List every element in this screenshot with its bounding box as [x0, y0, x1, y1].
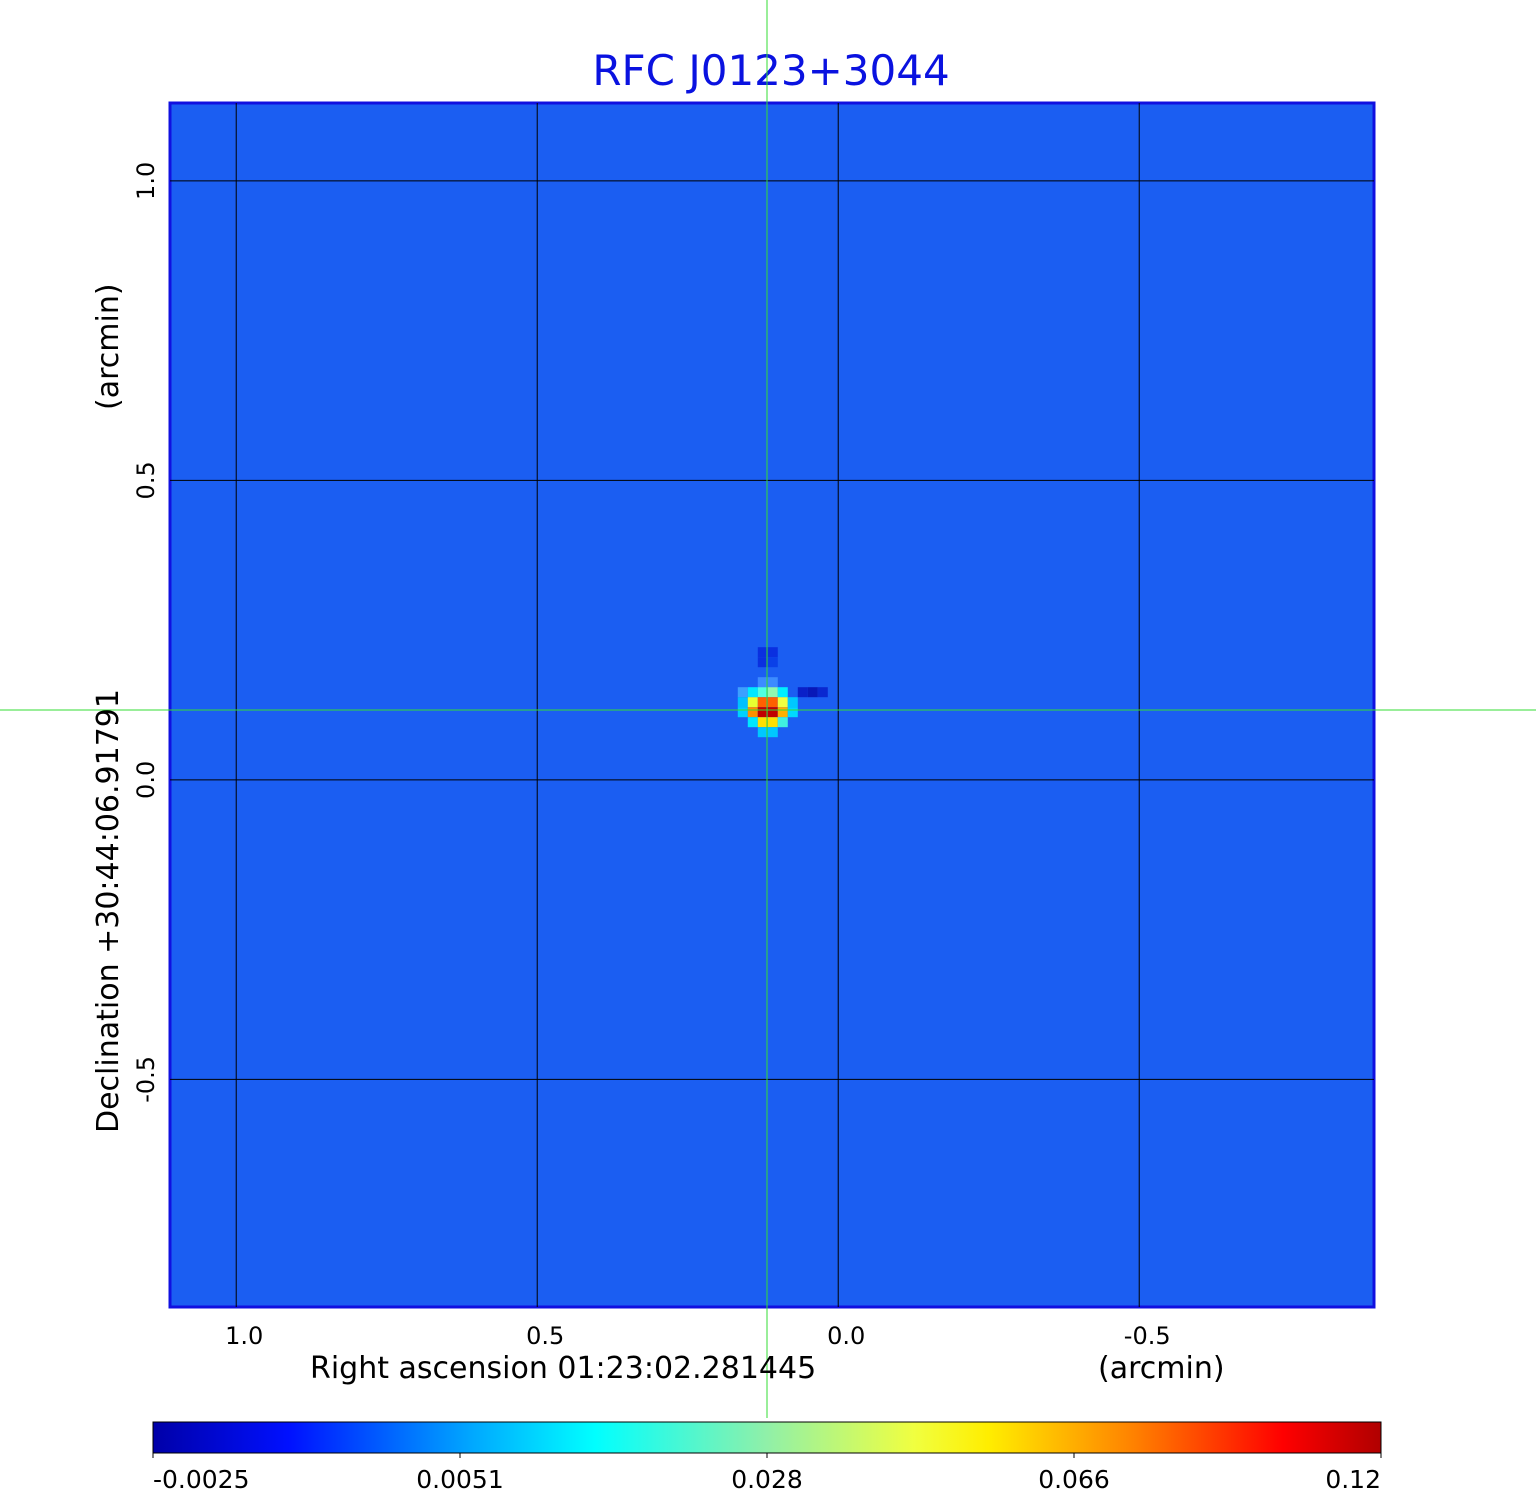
source-pixel — [737, 707, 748, 718]
colorbar-tick-label: -0.0025 — [153, 1465, 250, 1494]
source-pixel — [747, 687, 758, 698]
source-pixel — [747, 697, 758, 708]
source-pixel — [767, 657, 778, 668]
x-tick-label: 0.5 — [526, 1322, 564, 1350]
source-pixel — [767, 727, 778, 738]
y-tick-label: 0.0 — [132, 761, 160, 799]
source-pixel — [757, 687, 768, 698]
y-axis-label: Declination +30:44:06.91791 — [91, 689, 126, 1133]
source-pixel — [737, 687, 748, 698]
x-tick-label: 1.0 — [225, 1322, 263, 1350]
source-pixel — [787, 707, 798, 718]
source-pixel — [757, 657, 768, 668]
source-pixel — [757, 707, 768, 718]
x-tick-label: 0.0 — [827, 1322, 865, 1350]
colorbar-tick-label: 0.066 — [1038, 1465, 1110, 1494]
source-pixel — [747, 707, 758, 718]
x-tick-label: -0.5 — [1124, 1322, 1171, 1350]
colorbar-ticks: -0.0025 0.0051 0.028 0.066 0.12 — [152, 1453, 1382, 1494]
chart-title: RFC J0123+3044 — [592, 46, 949, 95]
x-axis-unit: (arcmin) — [1098, 1351, 1225, 1386]
grid — [170, 103, 1374, 1307]
source-pixel — [777, 697, 788, 708]
source-pixel — [757, 697, 768, 708]
tick-labels: 1.0 0.5 0.0 -0.5 1.0 0.5 0.0 -0.5 — [132, 162, 1171, 1350]
source-pixel — [757, 677, 768, 688]
source-pixel — [767, 647, 778, 658]
y-tick-label: 0.5 — [132, 461, 160, 499]
source-pixel — [817, 687, 828, 698]
source-pixel — [767, 717, 778, 728]
source-pixel — [767, 677, 778, 688]
source-pixel — [757, 717, 768, 728]
colorbar-tick-label: 0.0051 — [416, 1465, 503, 1494]
y-axis-unit: (arcmin) — [91, 283, 126, 410]
colorbar-tick-label: 0.12 — [1325, 1465, 1381, 1494]
source-pixel — [747, 717, 758, 728]
source-pixel — [767, 707, 778, 718]
source-pixel — [777, 687, 788, 698]
source-pixel — [767, 697, 778, 708]
y-tick-label: -0.5 — [132, 1056, 160, 1103]
source-pixel — [737, 697, 748, 708]
colorbar — [152, 1421, 1382, 1454]
source-pixel — [757, 727, 768, 738]
source-pixel — [807, 687, 818, 698]
x-axis-label: Right ascension 01:23:02.281445 — [310, 1351, 816, 1386]
source-pixel — [797, 687, 808, 698]
colorbar-tick-label: 0.028 — [731, 1465, 803, 1494]
source-pixel — [777, 717, 788, 728]
source-pixel — [767, 687, 778, 698]
source-pixels — [737, 647, 828, 738]
source-pixel — [777, 707, 788, 718]
y-tick-label: 1.0 — [132, 162, 160, 200]
source-pixel — [757, 647, 768, 658]
source-pixel — [787, 697, 798, 708]
